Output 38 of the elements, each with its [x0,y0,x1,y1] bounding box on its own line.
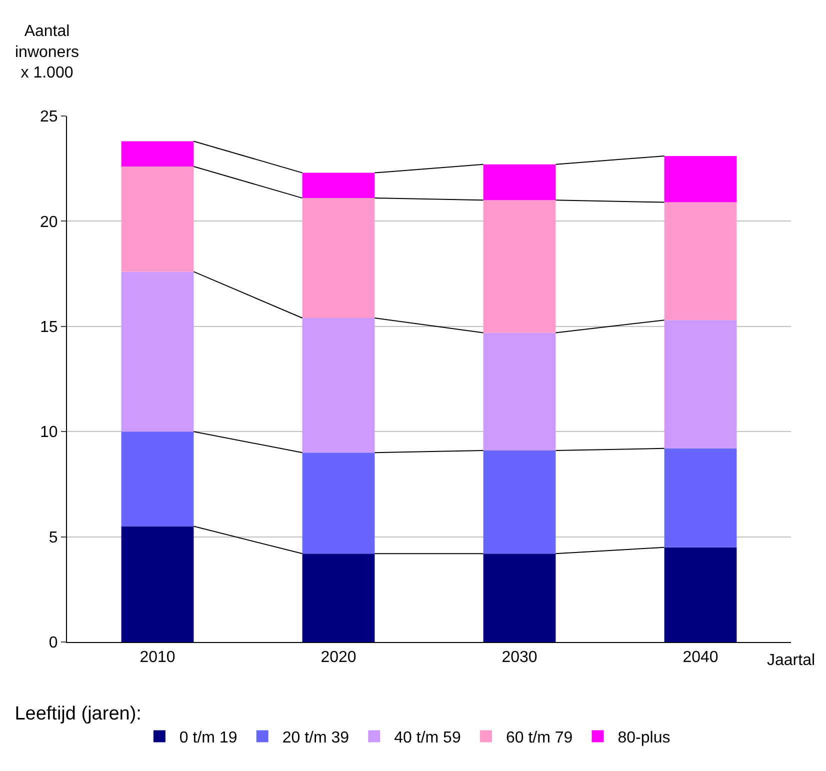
y-tick-label: 0 [48,634,58,652]
bar [302,318,375,453]
legend-label: 80-plus [618,729,670,746]
bar [121,272,194,432]
x-tick-label: 2030 [502,649,538,666]
y-tick-label: 15 [40,319,58,336]
y-tick-label: 10 [40,424,58,442]
y-tick-label: 20 [40,214,58,231]
bar [121,526,194,642]
y-tick-label: 25 [40,108,58,126]
bar [483,164,556,200]
bar [483,200,556,333]
legend-title: Leeftijd (jaren): [14,703,142,724]
bar [483,554,556,642]
legend-label: 20 t/m 39 [282,729,350,746]
x-tick-label: 2040 [682,649,718,666]
bar [302,172,375,198]
bar [664,320,737,448]
bar [483,450,556,554]
bar [302,198,375,318]
legend-label: 40 t/m 59 [394,729,461,746]
bar [302,452,375,554]
bar [664,547,737,642]
legend-label: 60 t/m 79 [506,729,573,746]
bar [121,432,194,526]
x-tick-label: 2010 [140,649,176,666]
bar [302,554,375,642]
bar [664,202,737,320]
x-axis-title: Jaartal [767,652,816,669]
bar [121,141,194,166]
y-tick-label: 5 [48,529,58,546]
y-axis-title: Aantal inwoners x 1.000 [15,23,80,82]
legend-label: 0 t/m 19 [179,729,238,746]
x-tick-label: 2020 [320,649,356,666]
bar [664,448,737,548]
bar [121,166,194,272]
bar [483,332,556,451]
bar [664,156,737,202]
